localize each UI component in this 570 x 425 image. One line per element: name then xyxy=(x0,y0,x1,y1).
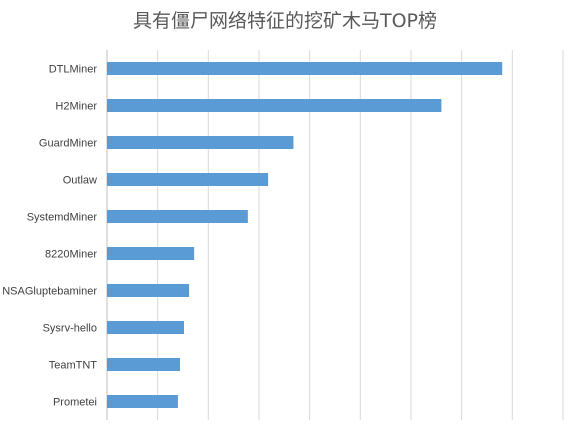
category-label: SystemdMiner xyxy=(27,212,98,224)
category-label: Sysrv-hello xyxy=(43,323,97,335)
bar-h2miner xyxy=(107,99,442,112)
category-label: TeamTNT xyxy=(49,360,98,372)
bar-nsagluptebaminer xyxy=(107,284,190,297)
chart-title: 具有僵尸网络特征的挖矿木马TOP榜 xyxy=(132,10,438,32)
category-label: Prometei xyxy=(53,397,97,409)
bar-sysrv-hello xyxy=(107,321,185,334)
bar-guardminer xyxy=(107,136,294,149)
category-label: GuardMiner xyxy=(39,138,97,150)
category-label: Outlaw xyxy=(63,175,97,187)
bar-prometei xyxy=(107,395,178,408)
category-label: NSAGluptebaminer xyxy=(2,286,97,298)
bar-8220miner xyxy=(107,247,195,260)
gridlines xyxy=(106,50,564,420)
category-label: 8220Miner xyxy=(45,249,97,261)
category-label: DTLMiner xyxy=(49,64,98,76)
bars xyxy=(107,62,503,408)
category-label: H2Miner xyxy=(55,101,97,113)
category-labels: DTLMiner H2Miner GuardMiner Outlaw SystemdMi… xyxy=(2,64,97,409)
bar-teamtnt xyxy=(107,358,180,371)
bar-outlaw xyxy=(107,173,269,186)
bar-systemdminer xyxy=(107,210,248,223)
bar-dtlminer xyxy=(107,62,503,75)
